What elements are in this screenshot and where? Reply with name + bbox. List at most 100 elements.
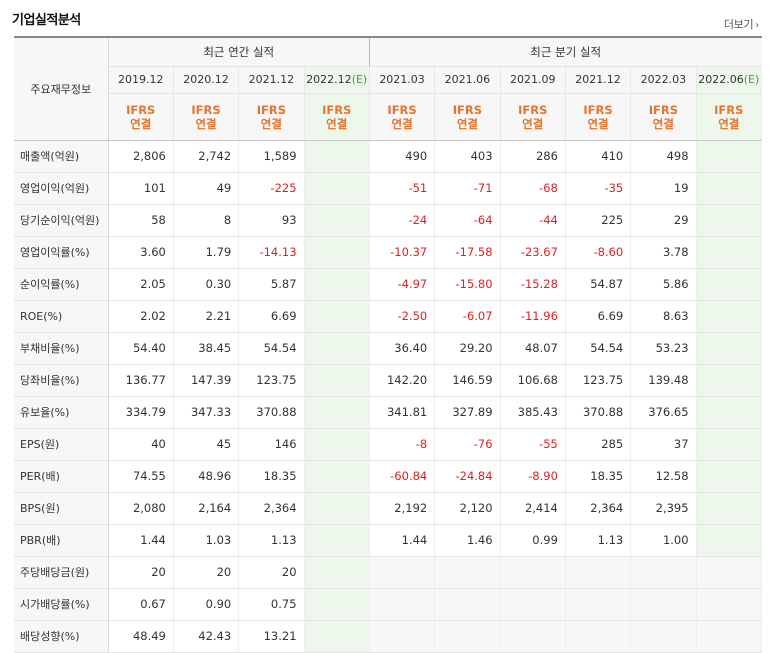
annual-value: 2,742 xyxy=(173,140,240,173)
annual-value: -225 xyxy=(238,172,305,205)
annual-value xyxy=(304,396,370,429)
quarter-value: 8.63 xyxy=(630,300,697,333)
quarter-value: 2,364 xyxy=(565,492,632,525)
metric-label: PBR(배) xyxy=(14,524,109,557)
annual-value xyxy=(304,364,370,397)
quarter-value xyxy=(565,620,632,653)
metric-label: 당기순이익(억원) xyxy=(14,204,109,237)
ifrs-badge: IFRS 연결 xyxy=(304,93,370,141)
annual-value: 123.75 xyxy=(238,364,305,397)
period-header: 2021.09 xyxy=(500,66,566,94)
quarter-value: 139.48 xyxy=(630,364,697,397)
quarter-value xyxy=(696,268,763,301)
annual-value: 6.69 xyxy=(238,300,305,333)
quarter-value: -8.60 xyxy=(565,236,632,269)
annual-value xyxy=(304,588,370,621)
annual-value: 40 xyxy=(108,428,174,461)
quarter-value: -6.07 xyxy=(434,300,501,333)
quarter-value: 48.07 xyxy=(500,332,566,365)
table-row: 배당성향(%) 48.49 42.43 13.21 xyxy=(14,620,763,653)
section-title: 기업실적분석 xyxy=(12,13,81,28)
quarter-value xyxy=(434,620,501,653)
annual-value: 1,589 xyxy=(238,140,305,173)
table-row: 당기순이익(억원) 58 8 93 -24 -64 -44 225 29 xyxy=(14,204,763,237)
quarter-value xyxy=(630,556,697,589)
annual-value: 2,806 xyxy=(108,140,174,173)
ifrs-badge: IFRS 연결 xyxy=(108,93,174,141)
quarter-value xyxy=(696,140,763,173)
annual-value: 45 xyxy=(173,428,240,461)
annual-value: 2.02 xyxy=(108,300,174,333)
quarter-value: 18.35 xyxy=(565,460,632,493)
estimate-mark: (E) xyxy=(351,73,368,86)
quarter-value: 403 xyxy=(434,140,501,173)
annual-value: 74.55 xyxy=(108,460,174,493)
quarter-value: 1.13 xyxy=(565,524,632,557)
quarter-value: 0.99 xyxy=(500,524,566,557)
quarter-value: -51 xyxy=(368,172,436,205)
quarter-value: 385.43 xyxy=(500,396,566,429)
annual-value xyxy=(304,620,370,653)
annual-value: 20 xyxy=(173,556,240,589)
quarter-value xyxy=(368,588,436,621)
quarter-value xyxy=(696,428,763,461)
metric-label: 매출액(억원) xyxy=(14,140,109,173)
metric-label: 영업이익률(%) xyxy=(14,236,109,269)
more-label: 더보기 xyxy=(723,18,754,31)
quarter-value: 6.69 xyxy=(565,300,632,333)
quarter-value: 54.87 xyxy=(565,268,632,301)
ifrs-badge: IFRS 연결 xyxy=(434,93,501,141)
annual-value: 136.77 xyxy=(108,364,174,397)
quarter-value: 12.58 xyxy=(630,460,697,493)
quarter-value: 341.81 xyxy=(368,396,436,429)
period-header: 2021.12 xyxy=(238,66,305,94)
table-row: 주당배당금(원) 20 20 20 xyxy=(14,556,763,589)
annual-value: 0.75 xyxy=(238,588,305,621)
table-row: 시가배당률(%) 0.67 0.90 0.75 xyxy=(14,588,763,621)
quarter-value: 106.68 xyxy=(500,364,566,397)
quarter-value xyxy=(696,524,763,557)
quarter-value xyxy=(696,492,763,525)
quarter-value xyxy=(630,588,697,621)
estimate-mark: (E) xyxy=(743,73,760,86)
period-header: 2022.06(E) xyxy=(696,66,763,94)
period-label: 2021.12 xyxy=(575,73,621,86)
table-row: 부채비율(%) 54.40 38.45 54.54 36.40 29.20 48.07 54.… xyxy=(14,332,763,365)
quarter-value: 498 xyxy=(630,140,697,173)
annual-value: 1.13 xyxy=(238,524,305,557)
quarter-value xyxy=(696,460,763,493)
annual-value: 42.43 xyxy=(173,620,240,653)
quarter-value: 410 xyxy=(565,140,632,173)
quarter-value: 54.54 xyxy=(565,332,632,365)
annual-value: 347.33 xyxy=(173,396,240,429)
period-header: 2021.03 xyxy=(368,66,436,94)
quarter-value xyxy=(434,588,501,621)
annual-value xyxy=(304,300,370,333)
quarter-value: -64 xyxy=(434,204,501,237)
quarter-value xyxy=(696,204,763,237)
ifrs-badge: IFRS 연결 xyxy=(696,93,763,141)
quarter-value: -2.50 xyxy=(368,300,436,333)
annual-value xyxy=(304,428,370,461)
metric-label: BPS(원) xyxy=(14,492,109,525)
annual-value: 20 xyxy=(238,556,305,589)
more-link[interactable]: 더보기 › xyxy=(724,16,759,32)
quarter-value xyxy=(696,300,763,333)
quarter-value: 37 xyxy=(630,428,697,461)
quarter-value: 1.44 xyxy=(368,524,436,557)
quarter-value: 2,192 xyxy=(368,492,436,525)
annual-value: 1.44 xyxy=(108,524,174,557)
quarter-value: 142.20 xyxy=(368,364,436,397)
period-header: 2021.12 xyxy=(565,66,632,94)
period-label: 2019.12 xyxy=(117,73,164,86)
quarter-value: 5.86 xyxy=(630,268,697,301)
annual-value: 1.03 xyxy=(173,524,240,557)
ifrs-badge: IFRS 연결 xyxy=(500,93,566,141)
table-row: BPS(원) 2,080 2,164 2,364 2,192 2,120 2,414 2,36… xyxy=(14,492,763,525)
table-row: 당좌비율(%) 136.77 147.39 123.75 142.20 146.59 106… xyxy=(14,364,763,397)
quarter-value xyxy=(368,620,436,653)
quarter-value: -11.96 xyxy=(500,300,566,333)
table-row: 영업이익률(%) 3.60 1.79 -14.13 -10.37 -17.58 -23.67… xyxy=(14,236,763,269)
table-row: 영업이익(억원) 101 49 -225 -51 -71 -68 -35 19 xyxy=(14,172,763,205)
annual-value: 2.21 xyxy=(173,300,240,333)
